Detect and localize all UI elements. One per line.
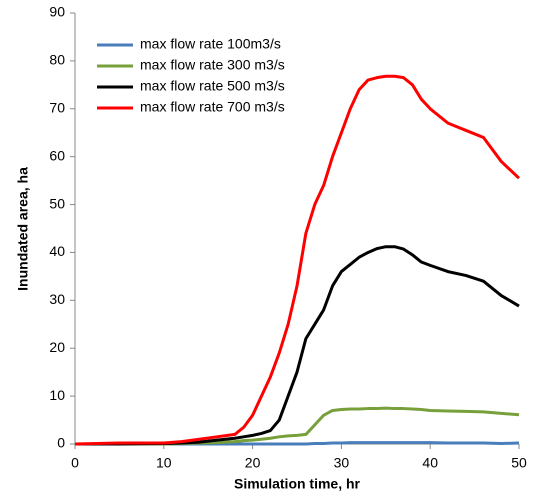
x-tick-label: 10 — [156, 455, 172, 471]
line-series — [75, 245, 520, 446]
y-tick-label: 40 — [49, 243, 65, 259]
line-series — [75, 441, 520, 446]
x-tick-label: 50 — [511, 455, 527, 471]
x-tick-label: 40 — [422, 455, 438, 471]
y-tick-label: 70 — [49, 99, 65, 115]
y-tick-label: 0 — [57, 435, 65, 451]
legend-label: max flow rate 500 m3/s — [140, 78, 285, 94]
y-tick-label: 90 — [49, 4, 65, 20]
legend-label: max flow rate 300 m3/s — [140, 57, 285, 73]
y-tick-label: 60 — [49, 147, 65, 163]
y-tick-label: 50 — [49, 195, 65, 211]
y-tick-label: 30 — [49, 291, 65, 307]
x-axis-title: Simulation time, hr — [234, 476, 361, 492]
line-series — [75, 406, 520, 446]
x-tick-label: 30 — [334, 455, 350, 471]
line-series — [74, 74, 521, 446]
legend-label: max flow rate 700 m3/s — [140, 99, 285, 115]
legend-label: max flow rate 100m3/s — [140, 36, 281, 52]
y-axis-title: Inundated area, ha — [15, 167, 31, 291]
y-tick-label: 20 — [49, 339, 65, 355]
y-tick-label: 10 — [49, 387, 65, 403]
y-tick-label: 80 — [49, 52, 65, 68]
x-tick-label: 0 — [71, 455, 79, 471]
x-tick-label: 20 — [245, 455, 261, 471]
